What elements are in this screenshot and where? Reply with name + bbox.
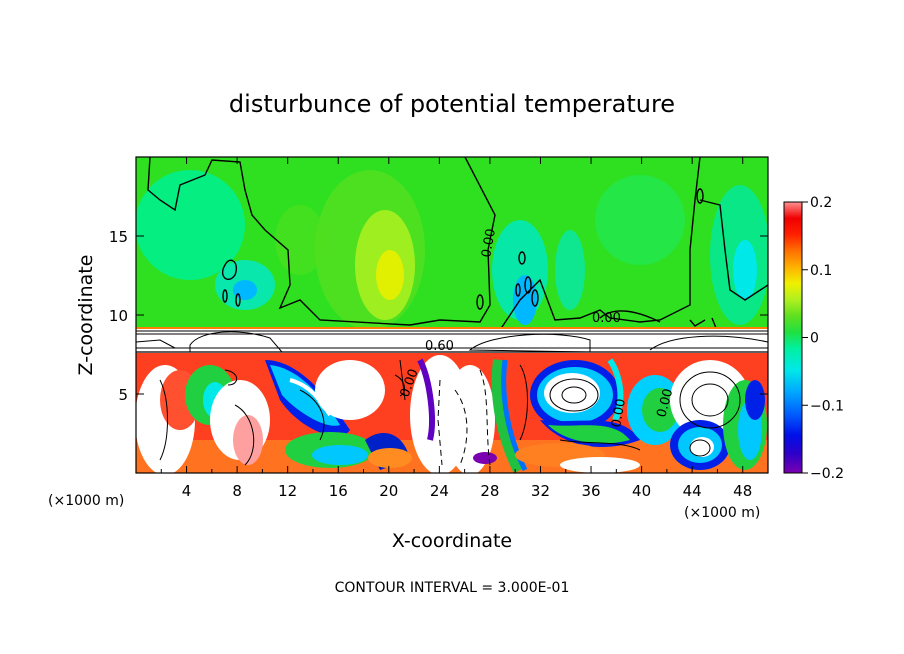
x-tick-label: 4 <box>182 482 192 500</box>
colorbar-tick-label: −0.1 <box>810 398 844 414</box>
colorbar-ticks: 0.2 0.1 0 −0.1 −0.2 <box>802 195 844 482</box>
colorbar: 0.2 0.1 0 −0.1 −0.2 <box>783 195 844 482</box>
x-axis: 4 8 12 16 20 24 28 32 36 40 44 48 <box>160 157 752 500</box>
x-tick-label: 44 <box>683 482 702 500</box>
colorbar-tick-label: 0 <box>810 331 819 347</box>
contour-interval: CONTOUR INTERVAL = 3.000E-01 <box>335 580 570 596</box>
upper-field <box>136 170 768 330</box>
x-tick-label: 24 <box>430 482 449 500</box>
x-tick-label: 40 <box>632 482 651 500</box>
y-tick-label: 15 <box>109 228 128 246</box>
x-tick-label: 48 <box>733 482 752 500</box>
chart-title: disturbunce of potential temperature <box>229 90 675 118</box>
x-tick-label: 32 <box>531 482 550 500</box>
x-tick-label: 20 <box>379 482 398 500</box>
stable-layer <box>136 327 768 353</box>
lower-field <box>136 353 768 473</box>
y-axis-label: Z-coordinate <box>75 255 97 376</box>
colorbar-tick-label: 0.2 <box>810 195 832 211</box>
y-axis: 5 10 15 <box>109 228 768 404</box>
contour-label: 0.60 <box>425 339 454 354</box>
contour-label: 0.00 <box>479 228 499 259</box>
plot-area: 0.00 0.00 0.60 0.00 0.00 0.00 <box>136 157 768 473</box>
contour-label: 0.00 <box>609 398 629 429</box>
contour-label: 0.00 <box>592 311 621 326</box>
x-unit-right: (×1000 m) <box>684 505 760 521</box>
upper-contours <box>147 157 768 331</box>
colorbar-tick-label: −0.2 <box>810 466 844 482</box>
x-tick-label: 8 <box>232 482 242 500</box>
lower-contours <box>159 359 741 466</box>
y-tick-label: 5 <box>118 386 128 404</box>
colorbar-fill <box>783 201 803 474</box>
x-tick-label: 36 <box>581 482 600 500</box>
y-tick-label: 10 <box>109 307 128 325</box>
x-tick-label: 16 <box>329 482 348 500</box>
contour-labels: 0.00 0.00 0.60 0.00 0.00 0.00 <box>398 228 677 429</box>
contour-label: 0.00 <box>654 387 676 419</box>
x-axis-label: X-coordinate <box>392 530 512 552</box>
colorbar-tick-label: 0.1 <box>810 263 832 279</box>
x-unit-left: (×1000 m) <box>48 493 124 509</box>
x-tick-label: 28 <box>480 482 499 500</box>
x-tick-label: 12 <box>278 482 297 500</box>
